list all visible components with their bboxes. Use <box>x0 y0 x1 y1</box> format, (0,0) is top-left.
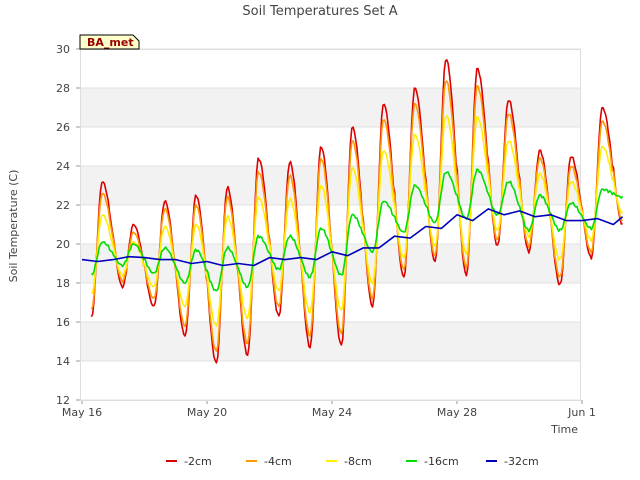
grid-band <box>80 322 580 361</box>
plot-frame <box>80 49 581 401</box>
x-tick-label: May 28 <box>437 406 477 419</box>
badge-label: BA_met <box>87 36 134 49</box>
legend-label: -2cm <box>184 455 212 468</box>
x-tick-label: Jun 1 <box>567 406 596 419</box>
chart-title: Soil Temperatures Set A <box>242 4 397 19</box>
legend-label: -32cm <box>504 455 539 468</box>
x-tick-label: May 16 <box>62 406 102 419</box>
grid-band <box>80 88 580 127</box>
y-tick-label: 20 <box>56 238 70 251</box>
badge-shape <box>79 34 140 50</box>
y-tick-label: 28 <box>56 82 70 95</box>
series-lines <box>81 59 624 364</box>
legend: -2cm -4cm -8cm -16cm -32cm <box>166 455 539 468</box>
y-axis-label: Soil Temperature (C) <box>7 170 20 283</box>
y-axis-ticks: 12 14 16 18 20 22 24 26 28 30 <box>56 43 80 407</box>
x-axis-ticks: May 16 May 20 May 24 May 28 Jun 1 <box>62 400 596 419</box>
x-tick-label: May 20 <box>187 406 227 419</box>
legend-label: -8cm <box>344 455 372 468</box>
y-tick-label: 18 <box>56 277 70 290</box>
legend-label: -4cm <box>264 455 292 468</box>
ba-met-badge: BA_met <box>79 34 140 50</box>
series-line-8cmcm <box>90 115 624 327</box>
y-tick-label: 16 <box>56 316 70 329</box>
grid-band <box>80 166 580 205</box>
x-tick-label: May 24 <box>312 406 352 419</box>
legend-label: -16cm <box>424 455 459 468</box>
y-tick-label: 12 <box>56 394 70 407</box>
plot-background <box>80 48 580 401</box>
y-tick-label: 22 <box>56 199 70 212</box>
y-tick-label: 26 <box>56 121 70 134</box>
y-tick-label: 14 <box>56 355 70 368</box>
x-axis-label: Time <box>550 423 578 436</box>
series-line-16cmcm <box>91 168 624 292</box>
series-line-32cmcm <box>81 208 624 267</box>
y-tick-label: 30 <box>56 43 70 56</box>
y-tick-label: 24 <box>56 160 70 173</box>
